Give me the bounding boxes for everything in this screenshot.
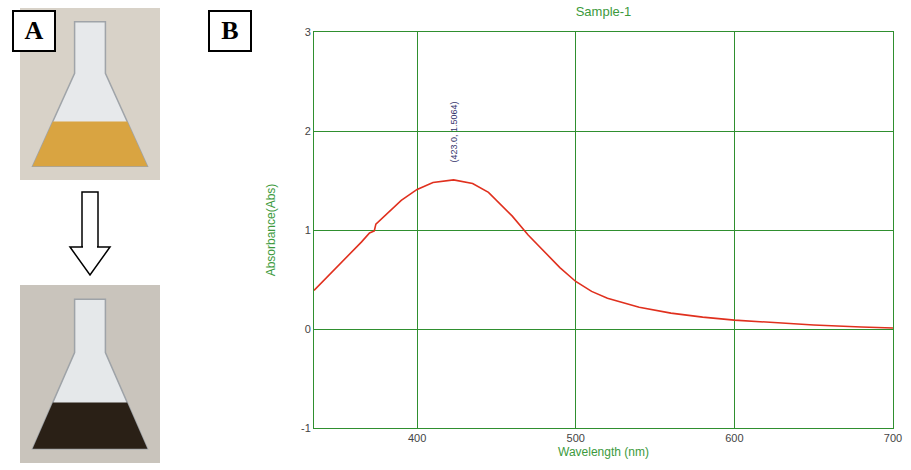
svg-text:0: 0 xyxy=(305,323,311,335)
html-text:B: B xyxy=(221,16,239,45)
svg-text:1: 1 xyxy=(305,224,311,236)
html-text:A: A xyxy=(24,16,44,45)
svg-text:400: 400 xyxy=(408,432,426,444)
svg-text:Absorbance(Abs): Absorbance(Abs) xyxy=(264,184,278,277)
svg-text:600: 600 xyxy=(725,432,743,444)
svg-text:Wavelength (nm): Wavelength (nm) xyxy=(558,445,649,459)
svg-text:2: 2 xyxy=(305,125,311,137)
svg-text:700: 700 xyxy=(884,432,902,444)
svg-text:(423.0, 1.5064): (423.0, 1.5064) xyxy=(449,101,459,162)
svg-text:-1: -1 xyxy=(301,422,311,434)
svg-text:Sample-1: Sample-1 xyxy=(576,4,632,19)
svg-text:3: 3 xyxy=(305,26,311,38)
svg-text:500: 500 xyxy=(567,432,585,444)
